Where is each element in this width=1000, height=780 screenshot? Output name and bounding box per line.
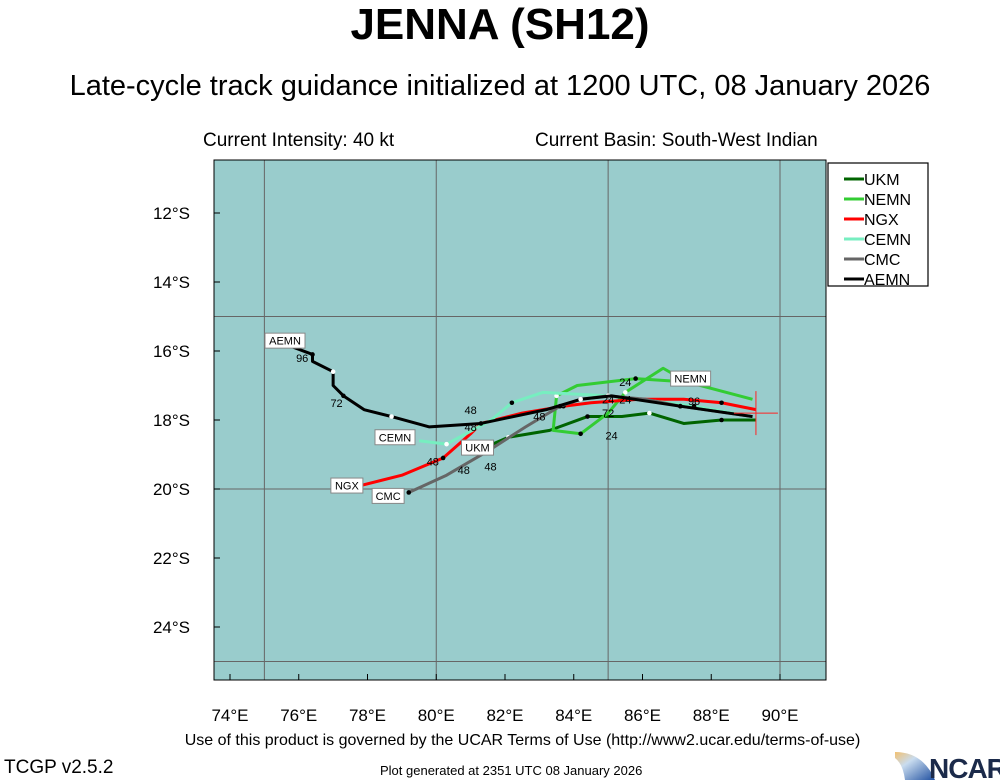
- forecast-hour-label: 48: [465, 405, 477, 417]
- track-point: [330, 369, 336, 375]
- lon-tick-label: 82°E: [486, 706, 523, 725]
- track-label-box: [670, 370, 712, 387]
- track-point: [554, 393, 559, 399]
- track-aemn: [284, 342, 753, 429]
- track-point: [440, 455, 446, 461]
- legend-label: CEMN: [864, 232, 911, 249]
- track-label-box: [461, 439, 494, 456]
- forecast-hour-label: 24: [605, 430, 617, 442]
- legend-label: NGX: [864, 212, 899, 229]
- legend-item-nemn: NEMN: [844, 192, 911, 209]
- lat-tick-label: 14°S: [153, 273, 190, 292]
- track-label-aemn: AEMN: [264, 332, 306, 349]
- legend-item-cmc: CMC: [844, 252, 900, 269]
- legend-box: [827, 162, 929, 287]
- track-point: [719, 400, 724, 406]
- storm-title: JENNA (SH12): [350, 0, 650, 49]
- forecast-hour-label: 24: [619, 394, 631, 406]
- track-point: [633, 376, 638, 381]
- track-point: [389, 414, 394, 419]
- guidance-subtitle: Late-cycle track guidance initialized at…: [69, 70, 931, 102]
- track-point: [578, 431, 583, 437]
- track-point: [585, 414, 590, 419]
- ncar-logo: NCAR: [895, 752, 1000, 780]
- track-label-cemn: CEMN: [374, 429, 416, 446]
- track-point: [578, 397, 583, 402]
- track-point: [509, 400, 515, 406]
- track-label-cmc: CMC: [371, 487, 405, 504]
- lat-tick-label: 18°S: [153, 411, 190, 430]
- track-label-box: [330, 477, 364, 494]
- lon-tick-label: 76°E: [280, 706, 317, 725]
- track-point: [647, 410, 652, 416]
- legend-label: CMC: [864, 252, 900, 269]
- legend-item-cemn: CEMN: [844, 232, 911, 249]
- lat-tick-label: 16°S: [153, 342, 190, 361]
- track-label-text: CEMN: [379, 432, 411, 444]
- forecast-hour-label: 48: [427, 456, 439, 468]
- track-point: [719, 417, 724, 423]
- track-point: [406, 490, 412, 495]
- track-label-text: AEMN: [269, 336, 301, 348]
- lon-tick-label: 78°E: [349, 706, 386, 725]
- track-label-text: CMC: [376, 491, 401, 503]
- forecast-hour-label: 96: [688, 396, 700, 408]
- track-point: [341, 393, 346, 399]
- lon-tick-label: 86°E: [624, 706, 661, 725]
- legend-label: AEMN: [864, 272, 910, 289]
- svg-text:NCAR: NCAR: [929, 753, 1000, 780]
- track-label-box: [264, 332, 306, 349]
- track-label-text: UKM: [465, 443, 489, 455]
- forecast-hour-label: 48: [533, 412, 545, 424]
- forecast-hour-label: 24: [619, 377, 631, 389]
- legend-label: UKM: [864, 172, 900, 189]
- legend-item-ngx: NGX: [844, 212, 899, 229]
- legend-item-aemn: AEMN: [844, 272, 910, 289]
- lon-tick-label: 90°E: [761, 706, 798, 725]
- track-label-nemn: NEMN: [670, 370, 712, 387]
- current-basin: Current Basin: South-West Indian: [535, 130, 818, 151]
- forecast-hour-label: 96: [296, 353, 308, 365]
- track-label-ukm: UKM: [461, 439, 494, 456]
- terms-of-use: Use of this product is governed by the U…: [184, 732, 861, 749]
- legend: UKM NEMN NGX CEMN CMC AEMN: [827, 162, 929, 289]
- track-point: [623, 390, 628, 395]
- track-label-ngx: NGX: [330, 477, 364, 494]
- version-label: TCGP v2.5.2: [4, 757, 114, 778]
- lat-tick-label: 24°S: [153, 618, 190, 637]
- track-point: [444, 441, 449, 447]
- legend-label: NEMN: [864, 192, 911, 209]
- lon-tick-label: 74°E: [211, 706, 248, 725]
- lon-tick-label: 84°E: [555, 706, 592, 725]
- track-label-box: [371, 487, 405, 504]
- lat-tick-label: 20°S: [153, 480, 190, 499]
- lon-tick-label: 88°E: [693, 706, 730, 725]
- track-point: [678, 403, 683, 409]
- forecast-hour-label: 48: [465, 422, 477, 434]
- forecast-hour-label: 72: [330, 398, 342, 410]
- forecast-hour-label: 72: [602, 408, 614, 420]
- lat-tick-label: 12°S: [153, 204, 190, 223]
- generated-time: Plot generated at 2351 UTC 08 January 20…: [380, 763, 643, 778]
- legend-item-ukm: UKM: [844, 172, 900, 189]
- forecast-hour-label: 24: [602, 394, 614, 406]
- forecast-hour-label: 48: [458, 465, 470, 477]
- lat-tick-label: 22°S: [153, 549, 190, 568]
- track-label-box: [374, 429, 416, 446]
- track-point: [310, 352, 315, 357]
- forecast-hour-label: 48: [484, 462, 496, 474]
- track-label-text: NEMN: [674, 374, 706, 386]
- current-intensity: Current Intensity: 40 kt: [203, 130, 395, 151]
- lon-tick-label: 80°E: [418, 706, 455, 725]
- track-point: [478, 421, 484, 426]
- track-label-text: NGX: [335, 481, 360, 493]
